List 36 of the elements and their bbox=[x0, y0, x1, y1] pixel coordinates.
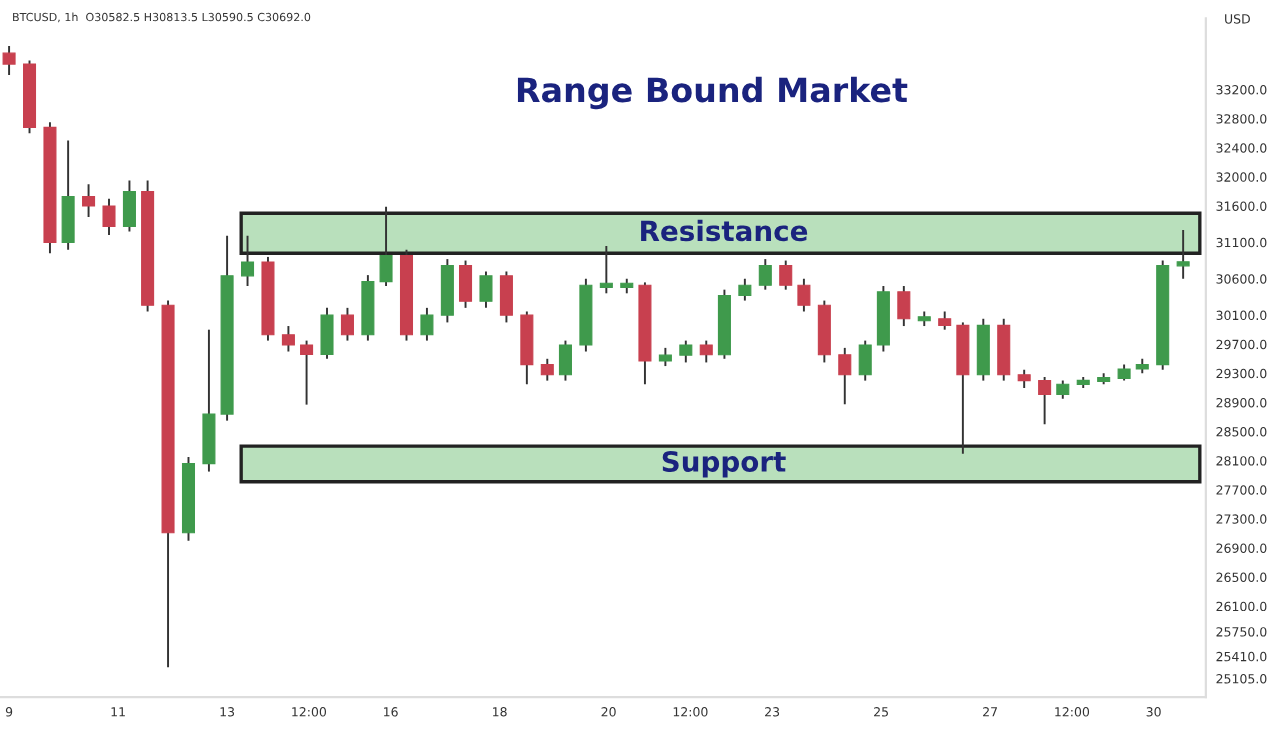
candlestick bbox=[340, 306, 354, 342]
candlestick bbox=[122, 179, 136, 233]
band-label: Support bbox=[662, 450, 786, 478]
candlestick bbox=[558, 339, 572, 382]
candlestick bbox=[300, 339, 314, 406]
candlestick bbox=[479, 270, 493, 309]
candlestick bbox=[938, 310, 952, 331]
band-label: Resistance bbox=[641, 219, 808, 242]
candlestick bbox=[1017, 368, 1031, 389]
candlestick bbox=[599, 245, 613, 295]
text: Range Bound Market bbox=[517, 76, 908, 110]
candlestick bbox=[1176, 229, 1190, 280]
candlestick bbox=[779, 259, 793, 291]
candlestick bbox=[281, 325, 295, 353]
candlestick bbox=[1056, 379, 1070, 400]
candlestick bbox=[2, 44, 16, 76]
candlestick bbox=[758, 258, 772, 291]
candlestick bbox=[858, 339, 872, 382]
candlestick bbox=[241, 234, 255, 287]
candlestick bbox=[838, 346, 852, 406]
candlestick bbox=[102, 197, 116, 237]
candlestick bbox=[679, 339, 693, 364]
candlestick bbox=[82, 183, 96, 218]
candlestick bbox=[897, 285, 911, 328]
candlestick bbox=[499, 270, 513, 324]
candlestick bbox=[658, 346, 672, 368]
candlestick bbox=[459, 259, 473, 309]
candlestick bbox=[61, 139, 75, 251]
candlestick bbox=[379, 205, 393, 287]
candlestick bbox=[738, 277, 752, 302]
candlestick bbox=[797, 277, 811, 313]
candlestick bbox=[420, 306, 434, 342]
candlestick bbox=[540, 357, 554, 382]
candlestick bbox=[1038, 376, 1052, 426]
candlestick bbox=[320, 306, 334, 360]
candlestick bbox=[699, 339, 713, 364]
